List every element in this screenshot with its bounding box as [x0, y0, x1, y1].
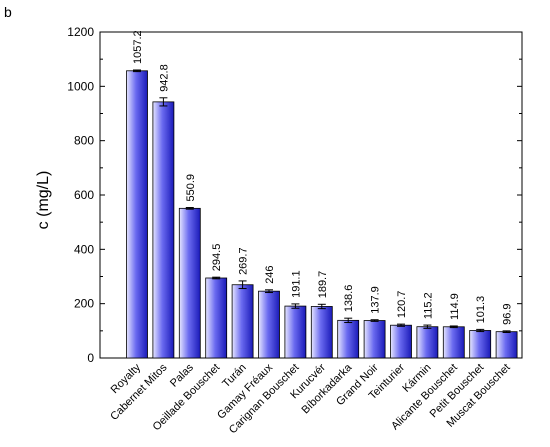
data-label: 246 — [264, 265, 276, 283]
data-label: 137.9 — [370, 286, 382, 314]
y-tick-label: 1200 — [67, 25, 94, 39]
data-label: 942.8 — [158, 64, 170, 92]
data-label: 138.6 — [343, 285, 355, 313]
data-label: 114.9 — [449, 293, 461, 320]
bar — [284, 305, 307, 359]
y-tick-label: 0 — [87, 351, 94, 365]
panel-label: b — [4, 4, 12, 20]
bar — [469, 330, 492, 359]
bar — [442, 326, 465, 359]
data-label: 191.1 — [290, 270, 302, 298]
bar — [126, 70, 148, 359]
data-label: 120.7 — [396, 291, 408, 319]
bar — [363, 320, 386, 359]
bar — [310, 306, 333, 359]
bar — [178, 207, 201, 359]
data-label: 550.9 — [185, 174, 197, 202]
bar — [337, 319, 360, 359]
y-tick-label: 600 — [74, 188, 94, 202]
bar — [152, 101, 175, 359]
bars-group — [126, 69, 518, 359]
bar — [231, 284, 254, 359]
y-axis-title: c (mg/L) — [35, 171, 52, 230]
y-tick-label: 1000 — [67, 79, 94, 93]
data-label: 115.2 — [422, 292, 434, 319]
data-label: 1057.2 — [132, 30, 144, 64]
bar — [495, 331, 518, 359]
y-tick-label: 200 — [74, 297, 94, 311]
data-label: 189.7 — [317, 271, 329, 299]
data-label: 269.7 — [238, 247, 250, 275]
data-label: 101.3 — [475, 296, 487, 324]
bar — [258, 290, 280, 359]
bar — [390, 324, 412, 359]
data-label: 96.9 — [502, 303, 514, 324]
bar — [416, 326, 439, 359]
data-label: 294.5 — [211, 244, 223, 272]
y-tick-label: 800 — [74, 134, 94, 148]
bar — [205, 277, 228, 359]
y-tick-label: 400 — [74, 242, 94, 256]
